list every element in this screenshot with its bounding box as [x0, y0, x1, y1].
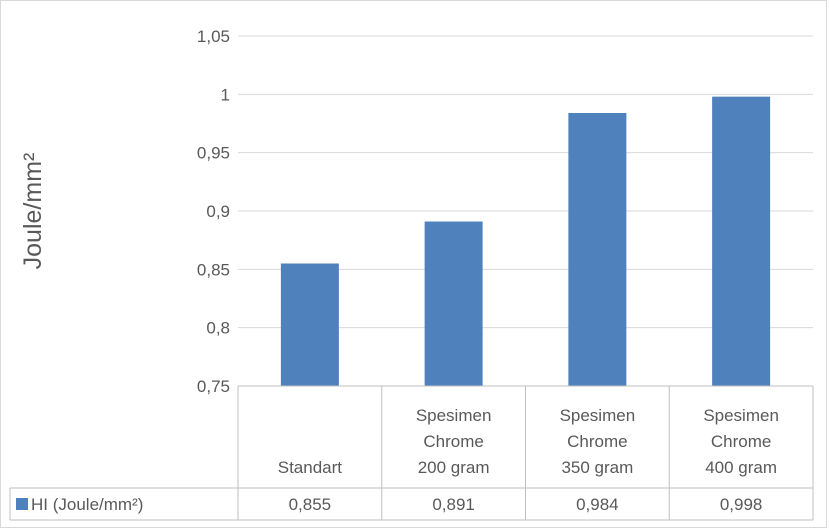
y-tick-label: 0,8 [206, 319, 230, 338]
y-tick-label: 0,85 [197, 260, 230, 279]
y-axis-title: Joule/mm² [19, 153, 47, 270]
data-table-value: 0,984 [576, 495, 619, 514]
x-category-label: Spesimen [560, 406, 636, 425]
x-category-label: Chrome [567, 432, 627, 451]
y-tick-label: 1 [221, 85, 230, 104]
x-category-label: 400 gram [705, 458, 777, 477]
bar [568, 113, 627, 386]
bar [712, 96, 771, 387]
x-category-label: Chrome [423, 432, 483, 451]
x-category-label: Chrome [711, 432, 771, 451]
data-table-value: 0,998 [720, 495, 763, 514]
bar [424, 221, 483, 386]
y-tick-label: 0,9 [206, 202, 230, 221]
y-tick-label: 1,05 [197, 27, 230, 46]
x-category-label: Spesimen [703, 406, 779, 425]
data-table-value: 0,855 [289, 495, 332, 514]
legend-label: HI (Joule/mm²) [31, 495, 143, 514]
legend-swatch [16, 498, 28, 510]
y-tick-label: 0,95 [197, 144, 230, 163]
x-category-label: Standart [278, 458, 343, 477]
x-category-label: 200 gram [418, 458, 490, 477]
data-table-value: 0,891 [432, 495, 475, 514]
y-tick-label: 0,75 [197, 377, 230, 396]
bar [280, 263, 339, 386]
x-category-label: 350 gram [561, 458, 633, 477]
x-category-label: Spesimen [416, 406, 492, 425]
